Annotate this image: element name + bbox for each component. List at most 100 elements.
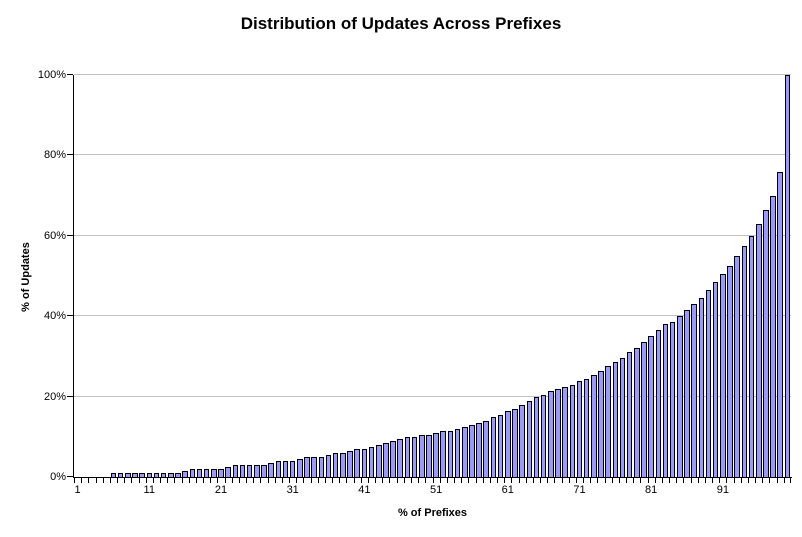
x-axis-tick [174,478,176,483]
x-axis-tick [74,478,75,483]
x-axis-tick [446,478,448,483]
x-axis-tick [360,478,362,483]
bar [698,298,705,477]
x-axis-tick [482,478,484,483]
bar [139,473,145,477]
y-axis-tick [67,395,73,397]
bar [505,410,511,477]
bar [461,426,468,477]
x-axis-tick [403,478,405,483]
bar [361,448,368,477]
x-axis-tick [160,478,162,483]
bar [325,454,332,477]
bar [124,473,131,477]
bar [519,404,525,477]
x-axis-tick [618,478,620,483]
x-axis-tick [747,478,749,483]
x-axis-tick [432,478,434,483]
x-axis-tick [289,478,291,483]
x-axis-tick [367,478,369,483]
x-axis-tick [611,478,613,483]
bar [196,469,203,477]
x-axis-tick [210,478,212,483]
y-tick-label: 0% [50,471,66,483]
y-axis-line [73,75,74,478]
x-axis-tick [81,478,83,483]
x-axis-tick [783,478,785,483]
x-axis-tick [102,478,104,483]
plot-area [67,74,792,483]
bar [748,235,755,477]
bar [526,400,533,477]
x-axis-tick [124,478,126,483]
gridline [74,234,791,236]
x-axis-tick [790,478,791,483]
bar [297,458,303,477]
bar [340,452,346,477]
x-axis-tick [131,478,133,483]
bar [483,420,490,477]
chart-title: Distribution of Updates Across Prefixes [240,14,562,33]
bar [390,440,396,477]
x-tick-label: 61 [501,484,514,496]
bar [275,460,282,477]
x-axis-tick [117,478,119,483]
bar [239,464,246,477]
x-axis-tick [303,478,305,483]
x-axis-tick [597,478,599,483]
x-axis-tick [246,478,248,483]
bar [246,464,253,477]
bar [469,424,475,477]
y-axis-title: % of Updates [20,242,32,312]
x-axis-tick [583,478,585,483]
bar [777,171,784,477]
gridline [74,154,791,156]
x-axis-tick [475,478,477,483]
x-tick-label: 21 [214,484,228,496]
bar [354,448,360,477]
bar [669,322,676,477]
y-tick-label: 40% [43,310,66,323]
x-tick-label: 81 [645,484,658,496]
x-axis-tick [626,478,628,483]
bar [368,446,375,477]
x-tick-label: 91 [716,484,729,496]
bar [426,434,432,477]
bar [397,438,403,477]
x-axis-tick [497,478,499,483]
x-axis-tick [540,478,542,483]
x-axis-tick [461,478,463,483]
bar [662,324,669,477]
x-axis-tick [755,478,757,483]
gridline [74,395,791,397]
bar [153,473,160,477]
x-axis-tick [633,478,635,483]
x-axis-tick [346,478,348,483]
bar [311,456,317,477]
bar [741,245,748,477]
x-axis-tick [418,478,420,483]
x-axis-tick [224,478,226,483]
y-tick-label: 20% [43,390,66,403]
x-axis-tick [88,478,90,483]
bar [404,436,411,477]
x-axis-tick [375,478,377,483]
bar [691,304,697,477]
x-axis-title: % of Prefixes [397,507,468,519]
y-tick-label: 60% [43,229,66,242]
x-axis-tick [697,478,699,483]
x-axis-tick [145,478,147,483]
x-axis-tick [740,478,742,483]
bar [218,469,224,477]
x-axis-tick [410,478,412,483]
x-axis-tick [647,478,649,483]
x-axis-tick [267,478,269,483]
x-axis-tick [640,478,642,483]
x-axis-tick [769,478,771,483]
x-axis-tick [332,478,334,483]
y-tick-label: 80% [43,149,66,162]
bar [755,223,762,477]
x-axis-tick [525,478,527,483]
bar [189,469,196,477]
x-axis-line [73,477,792,478]
